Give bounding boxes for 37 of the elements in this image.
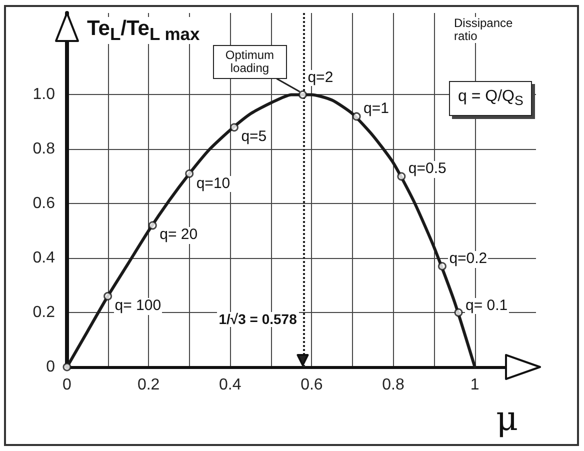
- x-tick-label: 0: [62, 376, 72, 394]
- point: [185, 169, 194, 178]
- point: [298, 90, 307, 99]
- annotation: Dissipance ratio: [454, 16, 526, 44]
- annotation: q= 100: [114, 297, 162, 315]
- annotation: q= 0.1: [464, 296, 509, 314]
- y-axis-title: Te$_{L}$/Te$_{L max}$: [85, 17, 202, 44]
- annotation: q=10: [195, 174, 232, 192]
- point: [397, 172, 406, 181]
- y-tick-label: 0.4: [32, 250, 56, 267]
- point: [104, 292, 112, 300]
- x-tick-label: 0.4: [219, 376, 242, 394]
- point: [230, 123, 238, 132]
- y-tick-label: 0.2: [32, 304, 56, 322]
- point: [62, 362, 72, 372]
- annotation: Optimum loading: [212, 44, 287, 80]
- annotation: q=5: [240, 128, 268, 146]
- annotation: q = Q/Q$_{S}$: [449, 81, 532, 116]
- y-tick-label: 1.0: [32, 86, 56, 104]
- point: [148, 221, 157, 230]
- point: [454, 308, 463, 317]
- annotation: q= 20: [158, 226, 199, 244]
- y-tick-label: 0.6: [32, 195, 56, 212]
- y-tick-label: 0: [46, 358, 56, 376]
- x-tick-label: 1: [470, 376, 480, 394]
- x-tick-label: 0.8: [382, 376, 404, 394]
- x-tick-label: 0.2: [137, 376, 160, 394]
- annotation: q=0.2: [448, 250, 488, 268]
- point: [352, 112, 361, 121]
- annotation: q=2: [306, 68, 334, 86]
- annotation: q=1: [362, 100, 390, 118]
- y-tick-label: 0.8: [32, 140, 56, 158]
- point: [438, 262, 446, 270]
- ref-line-label: 1/√3 = 0.578: [216, 311, 299, 328]
- annotation: q=0.5: [407, 160, 448, 178]
- x-tick-label: 0.6: [300, 376, 323, 394]
- x-axis-title: μ: [496, 399, 518, 439]
